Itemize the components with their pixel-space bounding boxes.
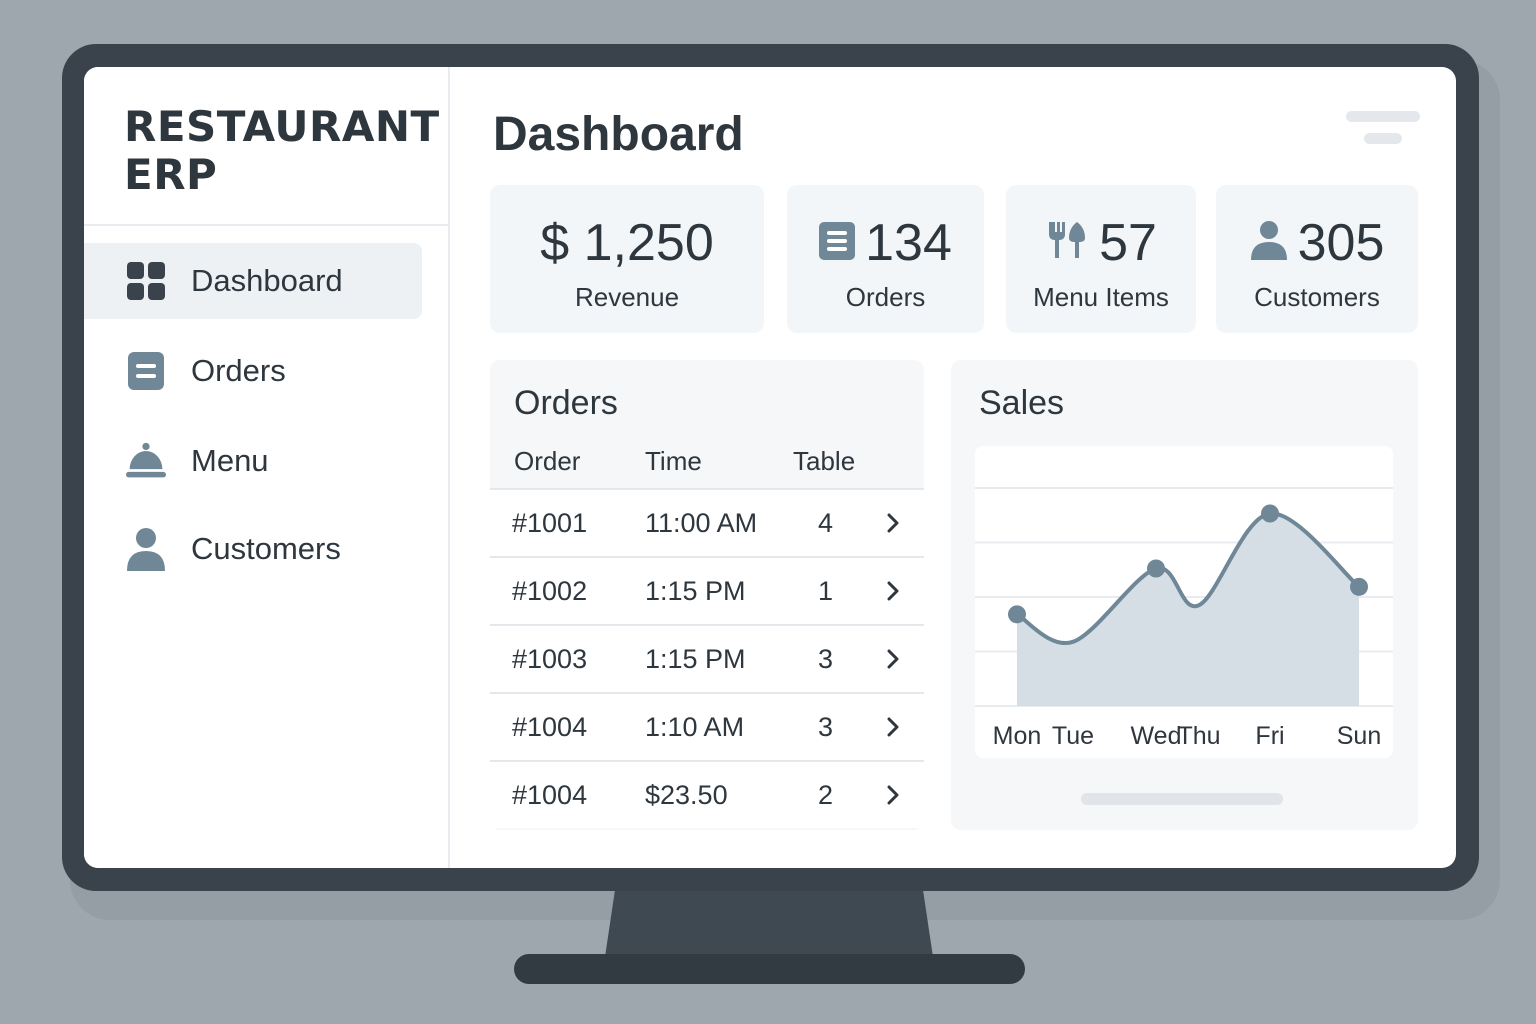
stat-value: $ 1,250 bbox=[490, 213, 764, 273]
receipt-icon bbox=[819, 213, 856, 273]
stat-value: 305 bbox=[1216, 213, 1418, 273]
sales-panel: Sales Mon Tue Wed Thu Fri Sun bbox=[951, 360, 1418, 830]
x-tick-label: Tue bbox=[1052, 722, 1094, 750]
cell-time: 1:10 AM bbox=[645, 712, 745, 742]
stat-label: Orders bbox=[845, 282, 926, 312]
cell-table: 2 bbox=[818, 780, 834, 810]
column-header-time: Time bbox=[645, 446, 702, 476]
stat-value-text: 305 bbox=[1297, 214, 1385, 272]
cell-order: #1002 bbox=[512, 576, 588, 606]
chart-point-sun[interactable] bbox=[1350, 577, 1368, 596]
chevron-right-icon[interactable] bbox=[882, 716, 904, 738]
cell-order: #1004 bbox=[512, 780, 588, 810]
sidebar: RESTAURANT ERP Dashboard bbox=[84, 67, 450, 868]
sidebar-item-label: Orders bbox=[191, 353, 286, 388]
stat-card-revenue: $ 1,250 Revenue bbox=[490, 185, 764, 333]
stat-card-orders: 134 Orders bbox=[787, 185, 984, 333]
cell-order: #1001 bbox=[512, 508, 588, 538]
cell-time: 1:15 PM bbox=[645, 644, 746, 674]
sidebar-divider bbox=[84, 224, 448, 226]
x-tick-label: Mon bbox=[993, 722, 1042, 750]
menu-toggle-icon[interactable] bbox=[1346, 111, 1420, 147]
sales-panel-title: Sales bbox=[979, 384, 1065, 422]
user-icon bbox=[1250, 213, 1288, 273]
chart-point-wed[interactable] bbox=[1147, 559, 1165, 578]
chevron-right-icon[interactable] bbox=[882, 580, 904, 602]
orders-panel: Orders Order Time Table #1001 11:00 AM 4… bbox=[490, 360, 924, 830]
chevron-right-icon[interactable] bbox=[882, 784, 904, 806]
receipt-icon bbox=[126, 351, 166, 391]
cell-table: 3 bbox=[818, 644, 834, 674]
x-tick-label: Thu bbox=[1177, 722, 1220, 750]
brand-line-1: RESTAURANT bbox=[124, 102, 440, 151]
chart-area-fill bbox=[1017, 513, 1359, 706]
cell-table: 3 bbox=[818, 712, 834, 742]
orders-panel-title: Orders bbox=[514, 384, 618, 422]
app-window: RESTAURANT ERP Dashboard bbox=[84, 67, 1456, 868]
cell-order: #1003 bbox=[512, 644, 588, 674]
sidebar-item-label: Menu bbox=[191, 443, 269, 478]
cell-order: #1004 bbox=[512, 712, 588, 742]
table-row[interactable]: #1003 1:15 PM 3 bbox=[490, 624, 924, 692]
stat-card-menu-items: 57 Menu Items bbox=[1006, 185, 1196, 333]
monitor-stand-neck bbox=[605, 891, 933, 957]
sidebar-item-customers[interactable]: Customers bbox=[84, 511, 422, 587]
stat-value-text: 134 bbox=[865, 214, 952, 272]
stat-value: 134 bbox=[787, 213, 984, 273]
cell-time: 11:00 AM bbox=[645, 508, 758, 538]
stat-value-text: 57 bbox=[1099, 214, 1157, 272]
table-row[interactable]: #1004 1:10 AM 3 bbox=[490, 692, 924, 760]
sidebar-item-label: Dashboard bbox=[191, 263, 343, 298]
user-icon bbox=[126, 528, 166, 571]
cell-time: 1:15 PM bbox=[645, 576, 746, 606]
cutlery-icon bbox=[1045, 213, 1089, 273]
sidebar-item-orders[interactable]: Orders bbox=[84, 333, 422, 409]
chart-series-line bbox=[1015, 511, 1361, 646]
stat-value-text: $ 1,250 bbox=[540, 214, 714, 272]
stat-label: Menu Items bbox=[1033, 282, 1169, 312]
brand-line-2: ERP bbox=[124, 150, 218, 199]
cell-table: 4 bbox=[818, 508, 834, 538]
column-header-order: Order bbox=[514, 446, 581, 476]
table-row[interactable]: #1004 $23.50 2 bbox=[490, 760, 924, 828]
x-tick-label: Wed bbox=[1131, 722, 1182, 750]
stat-label: Customers bbox=[1254, 282, 1380, 312]
chevron-right-icon[interactable] bbox=[882, 648, 904, 670]
cell-table: 1 bbox=[818, 576, 834, 606]
x-tick-label: Fri bbox=[1255, 722, 1284, 750]
chart-scrollbar[interactable] bbox=[1081, 793, 1283, 805]
cloche-icon bbox=[126, 441, 166, 481]
chart-point-fri[interactable] bbox=[1261, 504, 1279, 523]
x-tick-label: Sun bbox=[1337, 722, 1381, 750]
page-title: Dashboard bbox=[493, 108, 744, 161]
sidebar-item-menu[interactable]: Menu bbox=[84, 423, 422, 499]
brand-logo: RESTAURANT ERP bbox=[124, 103, 440, 199]
stat-label: Revenue bbox=[574, 282, 680, 312]
sales-chart: Mon Tue Wed Thu Fri Sun bbox=[975, 446, 1393, 758]
column-header-table: Table bbox=[793, 446, 856, 476]
monitor-stand-base bbox=[514, 954, 1025, 984]
grid-icon bbox=[126, 261, 166, 301]
stat-value: 57 bbox=[1006, 213, 1196, 273]
chart-point-mon[interactable] bbox=[1008, 605, 1026, 624]
stat-card-customers: 305 Customers bbox=[1216, 185, 1418, 333]
table-row[interactable]: #1002 1:15 PM 1 bbox=[490, 556, 924, 624]
chevron-right-icon[interactable] bbox=[882, 512, 904, 534]
sidebar-item-dashboard[interactable]: Dashboard bbox=[84, 243, 422, 319]
cell-time: $23.50 bbox=[645, 780, 728, 810]
table-row[interactable]: #1001 11:00 AM 4 bbox=[490, 488, 924, 556]
sidebar-item-label: Customers bbox=[191, 531, 341, 566]
